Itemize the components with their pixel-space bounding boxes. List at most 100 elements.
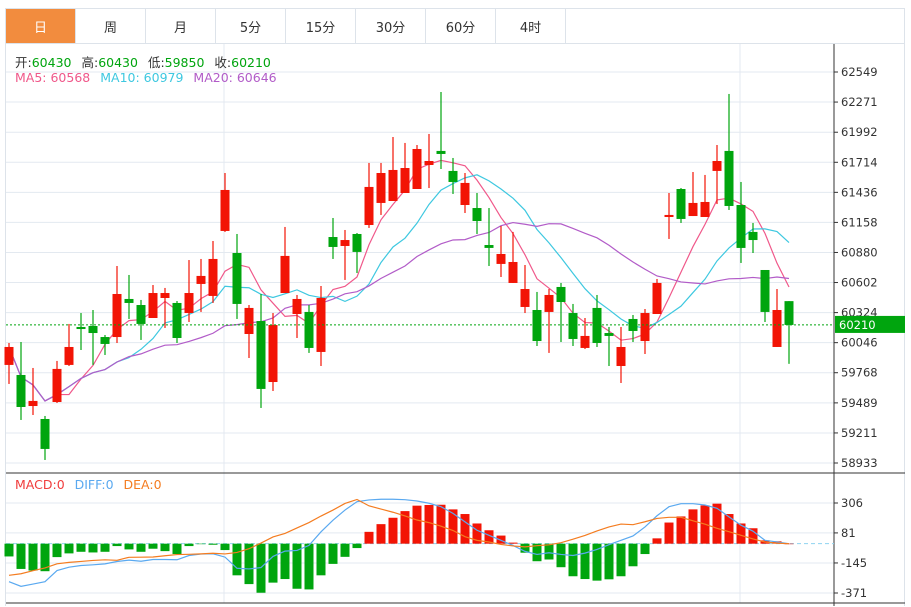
candle-up	[712, 160, 722, 171]
macd-bar	[556, 543, 566, 568]
candle-up	[700, 201, 710, 218]
candle-down	[304, 311, 314, 348]
macd-bar	[136, 543, 146, 552]
candle-up	[292, 298, 302, 314]
tab-4[interactable]: 15分	[286, 9, 356, 43]
macd-bar	[448, 509, 458, 544]
tab-3[interactable]: 5分	[216, 9, 286, 43]
macd-bar	[424, 504, 434, 544]
macd-bar	[340, 543, 350, 557]
price-tick-label: 60880	[841, 245, 878, 259]
macd-tick-label: -145	[841, 556, 867, 570]
candle-down	[76, 326, 86, 330]
macd-bar	[124, 543, 134, 550]
candle-up	[412, 148, 422, 189]
macd-bar	[532, 543, 542, 562]
current-price-badge	[835, 315, 905, 333]
candle-down	[124, 298, 134, 303]
tab-6[interactable]: 60分	[426, 9, 496, 43]
candle-up	[544, 294, 554, 312]
price-tick-label: 59489	[841, 396, 878, 410]
candle-down	[592, 307, 602, 343]
dea-value: 0	[153, 477, 162, 492]
tab-1[interactable]: 周	[76, 9, 146, 43]
candle-down	[40, 418, 50, 449]
candle-down	[172, 302, 182, 339]
candle-down	[100, 337, 110, 344]
ma20-line	[8, 221, 790, 402]
macd-bar	[568, 543, 578, 577]
price-tick-label: 61992	[841, 125, 878, 139]
ma10-label: MA10:	[100, 70, 144, 85]
candle-up	[688, 202, 698, 217]
candle-up	[280, 255, 290, 294]
price-tick-label: 60046	[841, 336, 878, 350]
tab-5[interactable]: 30分	[356, 9, 426, 43]
price-tick-label: 61714	[841, 155, 878, 169]
price-tick-label: 61158	[841, 215, 878, 229]
tab-7[interactable]: 4时	[496, 9, 566, 43]
macd-bar	[436, 504, 446, 544]
candle-down	[760, 269, 770, 312]
macd-bar	[220, 543, 230, 551]
macd-bar	[712, 503, 722, 544]
ma5-value: 60568	[50, 70, 91, 85]
candle-down	[16, 374, 26, 407]
macd-bar	[784, 543, 794, 545]
macd-bar	[244, 543, 254, 585]
candle-down	[604, 333, 614, 336]
macd-bar	[304, 543, 314, 590]
candle-up	[196, 275, 206, 284]
price-tick-label: 59768	[841, 366, 878, 380]
price-tick-label: 61436	[841, 185, 878, 199]
open-label: 开:	[15, 55, 32, 70]
candle-down	[436, 150, 446, 154]
candle-down	[256, 321, 266, 389]
macd-tick-label: -371	[841, 586, 867, 600]
tab-0[interactable]: 日	[6, 9, 76, 43]
close-label: 收:	[214, 55, 232, 70]
macd-bar	[412, 505, 422, 544]
macd-bar	[148, 543, 158, 549]
macd-bar	[520, 543, 530, 553]
candle-up	[64, 346, 74, 365]
close-value: 60210	[231, 55, 271, 70]
macd-bar	[112, 543, 122, 547]
macd-bar	[40, 543, 50, 572]
candle-up	[160, 293, 170, 298]
candle-down	[748, 231, 758, 241]
open-value: 60430	[31, 55, 72, 70]
candle-up	[580, 335, 590, 348]
candle-down	[784, 301, 794, 325]
candle-up	[388, 169, 398, 201]
price-tick-label: 60602	[841, 276, 878, 290]
macd-bar	[160, 543, 170, 552]
candle-up	[400, 168, 410, 193]
macd-bar	[460, 514, 470, 544]
candle-down	[136, 305, 146, 324]
macd-bar	[232, 543, 242, 576]
candle-up	[520, 289, 530, 307]
candle-up	[616, 346, 626, 367]
ma-info: MA5: 60568 MA10: 60979 MA20: 60646	[15, 70, 283, 85]
macd-bar	[88, 543, 98, 553]
ma5-label: MA5:	[15, 70, 51, 85]
tab-2[interactable]: 月	[146, 9, 216, 43]
candle-up	[640, 313, 650, 342]
candle-up	[52, 368, 62, 403]
ma20-label: MA20:	[193, 70, 237, 85]
macd-label: MACD:	[15, 477, 57, 492]
macd-bar	[496, 535, 506, 544]
candle-down	[532, 309, 542, 342]
candle-up	[460, 182, 470, 206]
candle-down	[232, 253, 242, 304]
candle-down	[724, 150, 734, 206]
macd-bar	[52, 543, 62, 558]
candle-down	[88, 325, 98, 334]
candle-up	[664, 214, 674, 218]
macd-bar	[364, 531, 374, 544]
macd-bar	[508, 542, 518, 544]
low-value: 59850	[164, 55, 205, 70]
macd-bar	[628, 543, 638, 567]
